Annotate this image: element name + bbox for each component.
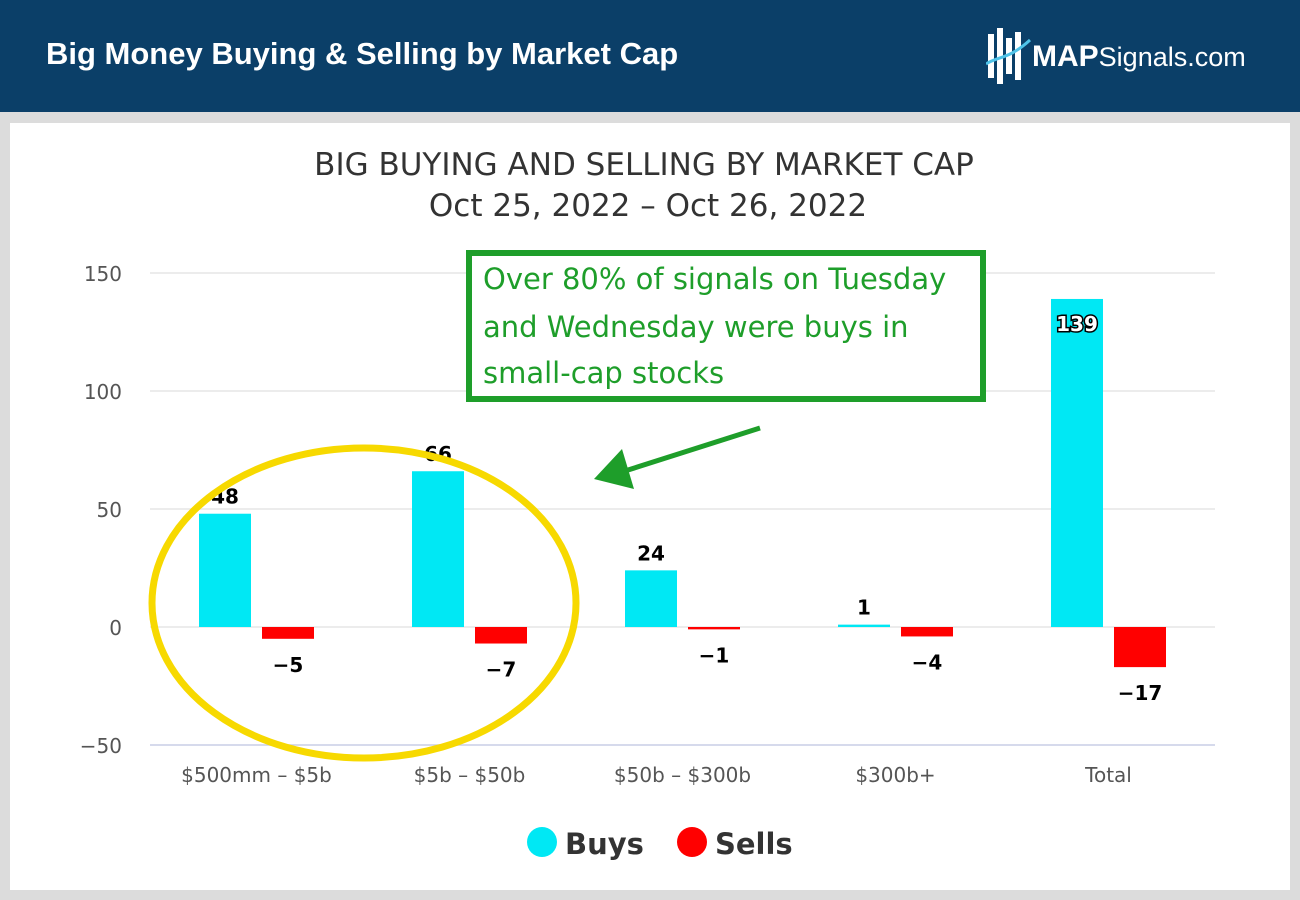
sells-data-label-1: −7 — [486, 658, 517, 682]
header-bar: Big Money Buying & Selling by Market Cap… — [0, 0, 1300, 112]
chart-panel: BIG BUYING AND SELLING BY MARKET CAP Oct… — [10, 123, 1290, 890]
annotation-box — [466, 250, 986, 402]
page-title: Big Money Buying & Selling by Market Cap — [46, 36, 679, 71]
annotation-line-1: Over 80% of signals on Tuesday — [483, 262, 946, 296]
sells-data-label-2: −1 — [699, 643, 730, 667]
annotation-arrow-shaft — [627, 425, 761, 473]
sells-bar-1 — [475, 627, 527, 644]
annotation-arrow-head — [594, 449, 634, 489]
logo-brand: MAP — [1032, 40, 1099, 73]
legend: Buys Sells — [527, 827, 793, 861]
x-tick-label-3: $300b+ — [855, 763, 935, 787]
legend-buys-marker — [527, 827, 557, 857]
y-tick-label: 0 — [109, 616, 122, 640]
buys-bar-1 — [412, 471, 464, 627]
small-cap-highlight-ellipse — [148, 444, 580, 762]
buys-data-label-3: 1 — [857, 596, 871, 620]
y-tick-label: 50 — [97, 498, 122, 522]
y-tick-label: −50 — [80, 734, 122, 758]
bar-chart: BIG BUYING AND SELLING BY MARKET CAP Oct… — [80, 147, 1215, 861]
sells-bar-0 — [262, 627, 314, 639]
sells-data-label-0: −5 — [273, 653, 304, 677]
y-tick-label: 100 — [84, 380, 122, 404]
sells-bar-4 — [1114, 627, 1166, 668]
logo-wordmark: MAPSignals.com — [1032, 40, 1246, 74]
buys-bar-0 — [199, 513, 251, 627]
legend-sells-label: Sells — [715, 827, 793, 861]
buys-bar-3 — [838, 624, 890, 627]
x-tick-label-4: Total — [1084, 763, 1132, 787]
x-tick-label-1: $5b – $50b — [414, 763, 526, 787]
mapsignals-logo-icon — [985, 28, 1032, 84]
sells-bar-2 — [688, 627, 740, 630]
sells-data-label-3: −4 — [912, 650, 943, 674]
mapsignals-logo: MAPSignals.com — [985, 26, 1276, 88]
sells-data-label-4: −17 — [1118, 681, 1163, 705]
annotation-callout: Over 80% of signals on Tuesday and Wedne… — [466, 250, 986, 489]
legend-sells-marker — [677, 827, 707, 857]
annotation-line-2: and Wednesday were buys in — [483, 310, 909, 344]
chart-subtitle: Oct 25, 2022 – Oct 26, 2022 — [429, 188, 867, 224]
sells-bar-3 — [901, 627, 953, 637]
x-tick-label-2: $50b – $300b — [614, 763, 751, 787]
y-tick-label: 150 — [84, 262, 122, 286]
logo-domain: Signals.com — [1098, 42, 1246, 72]
legend-buys-label: Buys — [565, 827, 644, 861]
chart-title: BIG BUYING AND SELLING BY MARKET CAP — [314, 147, 974, 183]
buys-bar-4 — [1051, 298, 1103, 627]
buys-bar-2 — [625, 570, 677, 627]
x-tick-label-0: $500mm – $5b — [181, 763, 332, 787]
annotation-line-3: small-cap stocks — [483, 356, 724, 390]
buys-data-label-4: 139 — [1056, 312, 1098, 336]
buys-data-label-2: 24 — [637, 541, 665, 565]
